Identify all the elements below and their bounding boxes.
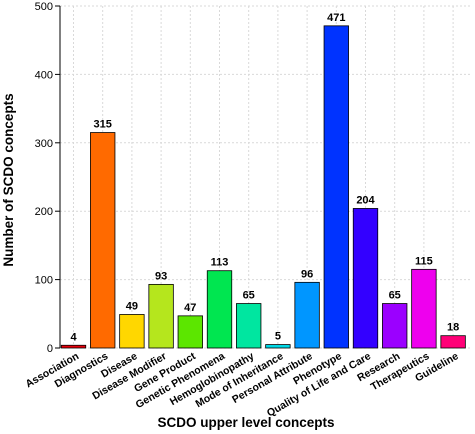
- grid-layer: [60, 5, 471, 349]
- data-label: 204: [356, 194, 375, 206]
- bar: [148, 283, 174, 349]
- bar: [411, 268, 437, 349]
- y-tick-label: 400: [35, 69, 53, 81]
- bar: [206, 270, 233, 349]
- y-tick-label: 300: [35, 138, 53, 150]
- bar: [119, 314, 145, 349]
- data-label: 49: [126, 300, 138, 312]
- data-label: 315: [94, 119, 112, 131]
- bar: [90, 132, 116, 349]
- bar: [265, 344, 291, 349]
- bar: [177, 315, 203, 349]
- data-label: 65: [243, 290, 255, 302]
- data-label: 4: [70, 331, 77, 343]
- bar: [60, 344, 87, 349]
- bar: [323, 25, 349, 349]
- data-label: 471: [327, 12, 345, 24]
- bar: [294, 281, 320, 349]
- x-axis-title: SCDO upper level concepts: [157, 415, 334, 430]
- bar: [440, 335, 466, 349]
- data-label: 93: [155, 270, 167, 282]
- bar-layer: [60, 25, 466, 349]
- y-tick-label: 500: [35, 1, 53, 13]
- bar: [382, 303, 408, 349]
- data-label: 113: [211, 257, 229, 269]
- bar: [236, 303, 262, 349]
- y-axis-title: Number of SCDO concepts: [1, 93, 16, 266]
- data-label: 115: [415, 255, 433, 267]
- bar: [352, 208, 379, 349]
- data-label: 96: [301, 268, 313, 280]
- data-label: 47: [184, 302, 196, 314]
- data-label: 5: [275, 331, 281, 343]
- y-tick-label: 200: [35, 206, 53, 218]
- data-label: 18: [447, 322, 459, 334]
- data-label: 65: [389, 290, 401, 302]
- y-tick-label: 0: [47, 343, 53, 355]
- axis-layer: [55, 5, 61, 349]
- y-tick-label: 100: [35, 275, 53, 287]
